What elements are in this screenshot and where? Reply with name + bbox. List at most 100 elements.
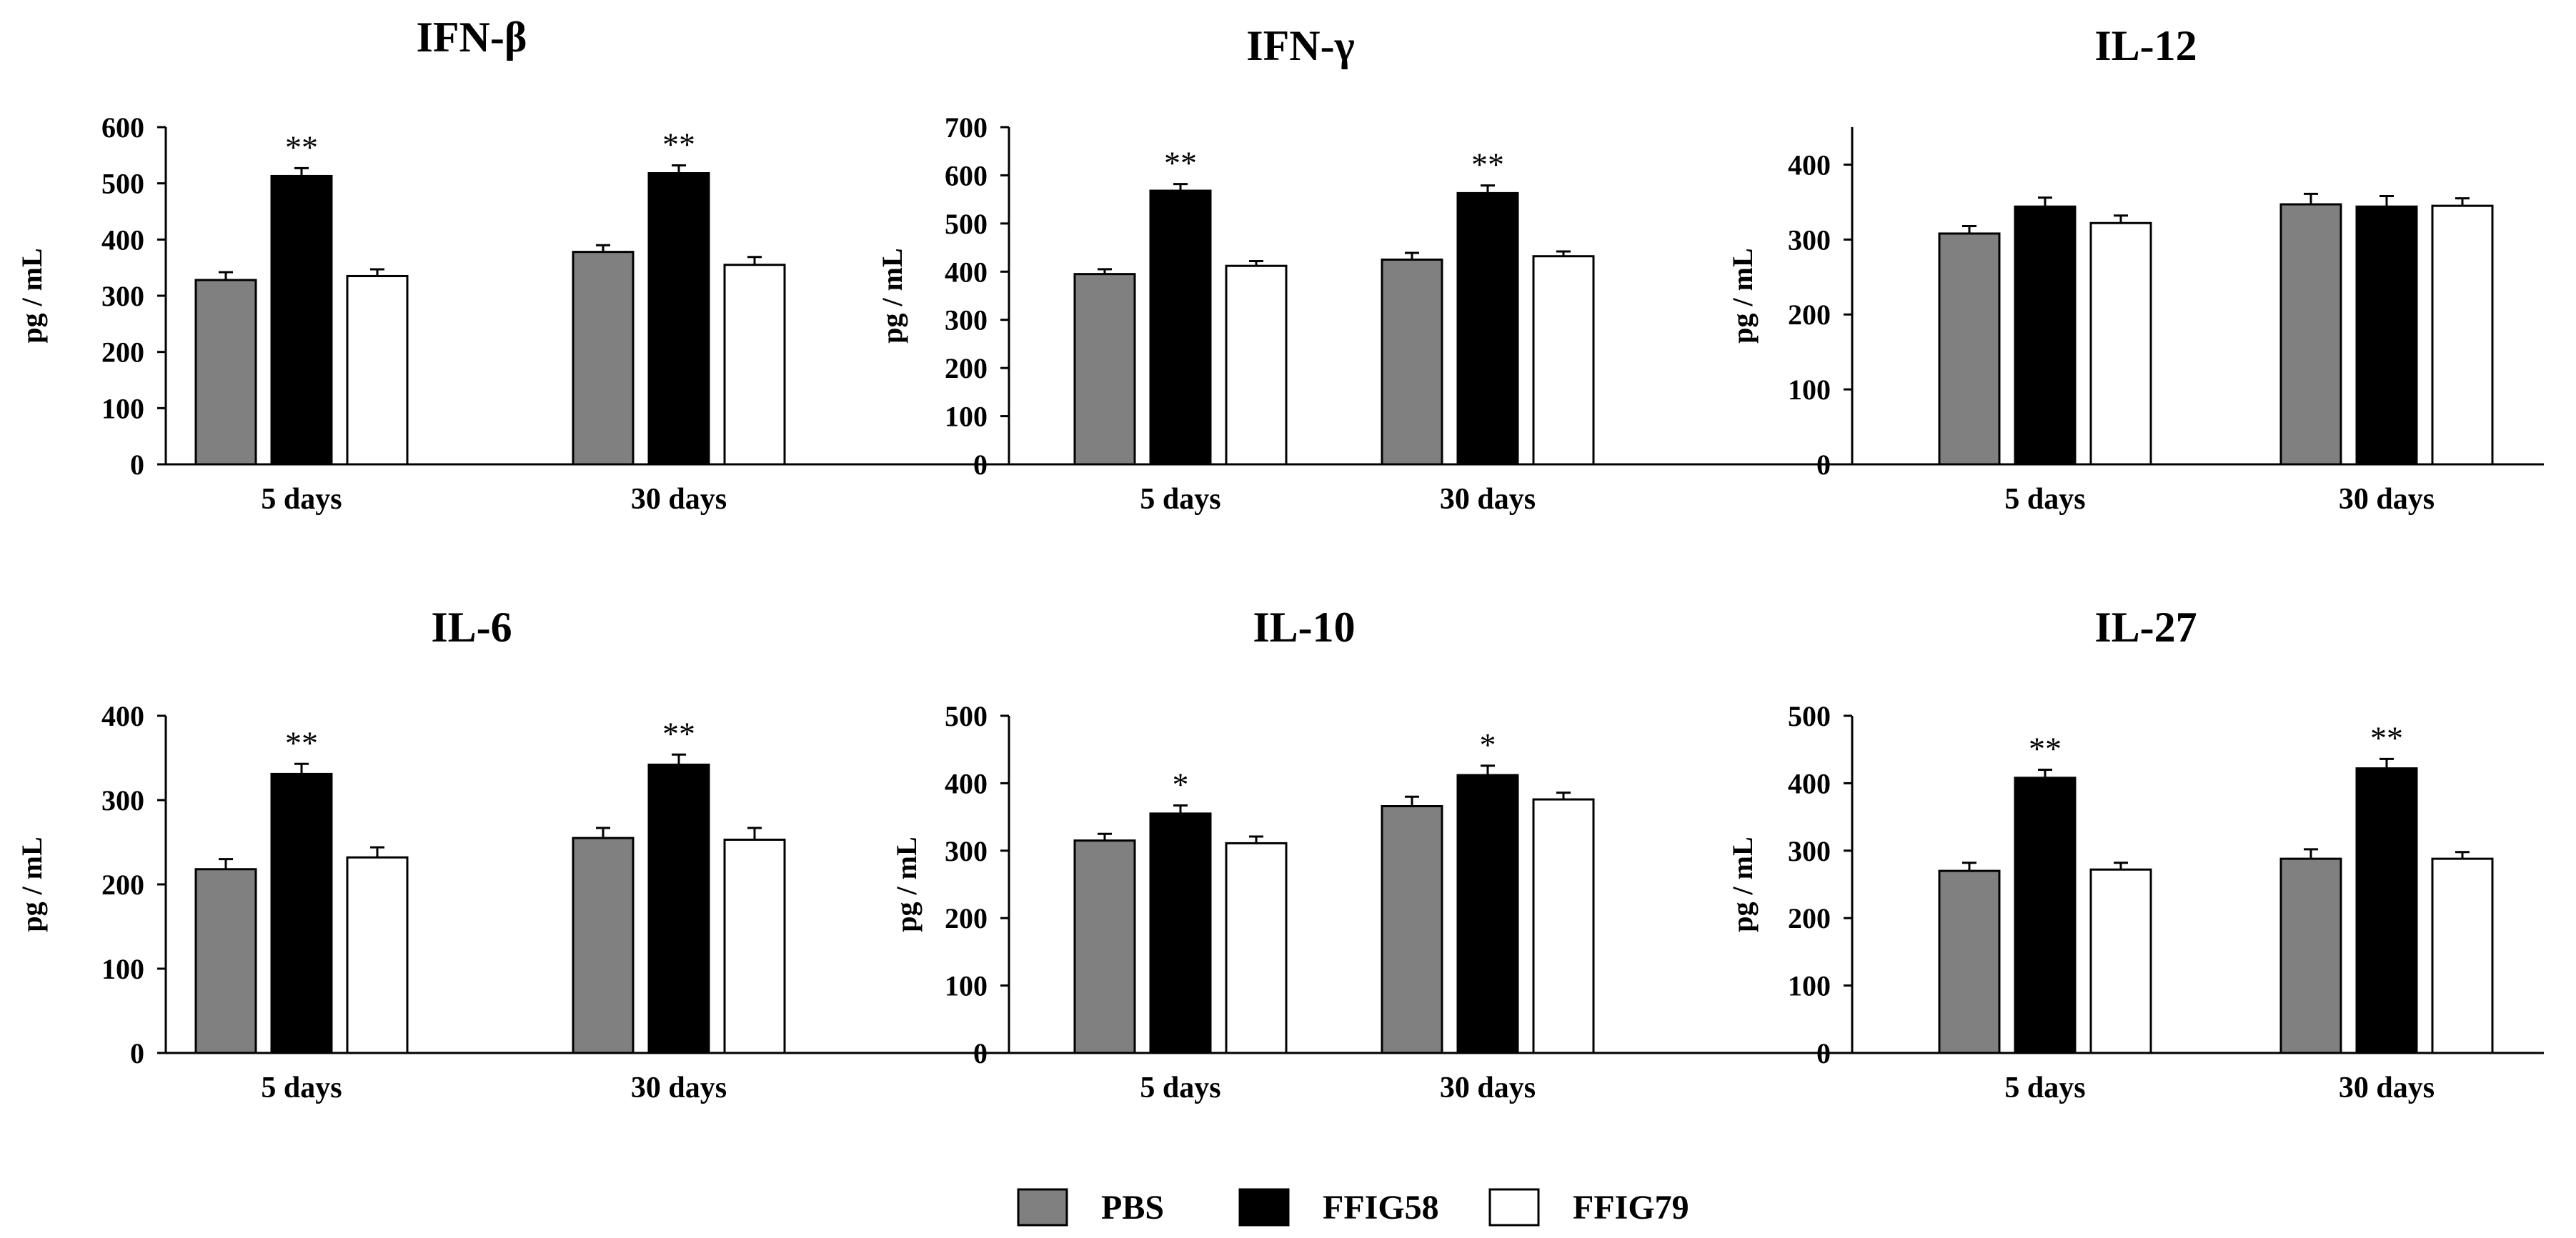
bar-ffig79-5-days xyxy=(346,274,409,466)
y-tick-label: 300 xyxy=(101,784,144,817)
x-category-label: 30 days xyxy=(631,483,727,516)
significance-marker: ** xyxy=(285,724,318,761)
bar-ffig79-5-days xyxy=(1225,842,1288,1054)
bar-pbs-30-days xyxy=(572,251,635,466)
bar-pbs-5-days xyxy=(1938,232,2001,466)
bar-ffig58-5-days xyxy=(2014,205,2077,466)
bar-ffig58-5-days xyxy=(1149,812,1212,1054)
y-tick-label: 300 xyxy=(945,304,988,336)
y-tick-label: 300 xyxy=(101,280,144,312)
y-axis-label: pg / mL xyxy=(16,837,48,932)
y-tick-label: 500 xyxy=(945,208,988,240)
x-category-label: 30 days xyxy=(1440,483,1536,516)
bar-ffig58-5-days xyxy=(270,772,333,1054)
y-tick-label: 100 xyxy=(101,392,144,424)
y-tick-label: 300 xyxy=(945,835,988,867)
panel-title: IFN-γ xyxy=(1246,22,1354,69)
legend-label-ffig79: FFIG79 xyxy=(1573,1189,1689,1227)
x-category-label: 5 days xyxy=(261,483,342,516)
x-category-label: 5 days xyxy=(1140,483,1220,516)
y-tick-label: 0 xyxy=(973,1037,988,1069)
bar-ffig58-30-days xyxy=(1456,191,1519,466)
y-tick-label: 200 xyxy=(945,352,988,384)
y-tick-label: 100 xyxy=(945,970,988,1002)
y-tick-label: 0 xyxy=(130,1037,144,1069)
bar-ffig58-30-days xyxy=(2355,767,2418,1054)
chart-panels: IFN-β pg / mL 0 100 200 300 400 500 600 5 days 30 … xyxy=(16,14,2544,1104)
bar-ffig58-30-days xyxy=(1456,774,1519,1054)
chart-panel-il-10: IL-10 pg / mL 0 100 200 300 400 500 5 days 30 day… xyxy=(890,604,1864,1104)
significance-marker: ** xyxy=(2029,731,2062,767)
bar-ffig58-5-days xyxy=(270,174,333,466)
legend-swatch-pbs xyxy=(1017,1188,1068,1227)
bar-ffig79-5-days xyxy=(2089,221,2152,466)
y-tick-label: 400 xyxy=(101,700,144,732)
bar-ffig79-30-days xyxy=(2431,204,2494,466)
significance-marker: ** xyxy=(285,129,318,165)
bar-ffig58-30-days xyxy=(647,763,710,1054)
y-tick-label: 100 xyxy=(945,401,988,433)
y-tick-label: 400 xyxy=(1788,149,1831,181)
bar-ffig79-5-days xyxy=(1225,264,1288,466)
legend-swatch-ffig79 xyxy=(1488,1188,1540,1227)
bar-pbs-30-days xyxy=(572,837,635,1054)
legend-label-pbs: PBS xyxy=(1101,1189,1164,1227)
significance-marker: ** xyxy=(1164,145,1197,181)
chart-panel-il-6: IL-6 pg / mL 0 100 200 300 400 5 days 30 days ** *… xyxy=(16,604,1020,1104)
y-tick-label: 300 xyxy=(1788,835,1831,867)
significance-marker: ** xyxy=(2370,719,2403,756)
y-tick-label: 200 xyxy=(945,902,988,934)
y-tick-label: 200 xyxy=(101,336,144,369)
x-category-label: 30 days xyxy=(631,1072,727,1104)
y-tick-label: 700 xyxy=(945,111,988,144)
y-tick-label: 200 xyxy=(1788,902,1831,934)
y-tick-label: 100 xyxy=(101,953,144,985)
chart-panel-il-12: IL-12 pg / mL 0 100 200 300 400 5 days 30 days xyxy=(1726,22,2544,516)
legend: PBS FFIG58 FFIG79 xyxy=(1017,1188,1689,1227)
x-category-label: 5 days xyxy=(1140,1072,1220,1104)
panel-title: IL-6 xyxy=(431,604,512,651)
bar-pbs-5-days xyxy=(1938,869,2001,1054)
significance-marker: * xyxy=(1480,727,1496,763)
x-category-label: 30 days xyxy=(1440,1072,1536,1104)
y-tick-label: 400 xyxy=(945,256,988,288)
chart-panel-ifn: IFN-γ pg / mL 0 100 200 300 400 500 600 700 5 days… xyxy=(876,22,1864,516)
y-axis-label: pg / mL xyxy=(16,248,48,343)
y-axis-label: pg / mL xyxy=(1726,248,1759,343)
x-category-label: 5 days xyxy=(2004,1072,2085,1104)
y-tick-label: 500 xyxy=(945,700,988,732)
chart-panel-il-27: IL-27 pg / mL 0 100 200 300 400 500 5 days 30 day… xyxy=(1726,604,2544,1104)
y-tick-label: 600 xyxy=(945,159,988,191)
bar-pbs-5-days xyxy=(1073,273,1136,466)
bar-ffig58-30-days xyxy=(2355,205,2418,466)
bar-ffig58-5-days xyxy=(1149,189,1212,466)
bar-pbs-30-days xyxy=(1381,804,1443,1054)
bar-pbs-30-days xyxy=(1381,258,1443,466)
bar-ffig79-30-days xyxy=(1532,798,1595,1054)
y-tick-label: 0 xyxy=(1816,449,1831,481)
chart-panel-ifn: IFN-β pg / mL 0 100 200 300 400 500 600 5 days 30 … xyxy=(16,14,1020,516)
bar-ffig58-5-days xyxy=(2014,777,2077,1054)
panel-title: IL-10 xyxy=(1253,604,1355,651)
x-category-label: 30 days xyxy=(2339,1072,2435,1104)
significance-marker: ** xyxy=(662,715,695,752)
bar-pbs-30-days xyxy=(2279,203,2342,466)
y-tick-label: 400 xyxy=(945,767,988,799)
y-tick-label: 500 xyxy=(101,168,144,200)
panel-title: IL-27 xyxy=(2094,604,2197,651)
y-tick-label: 200 xyxy=(101,869,144,901)
significance-marker: ** xyxy=(1471,146,1504,183)
significance-marker: ** xyxy=(662,126,695,162)
bar-ffig79-30-days xyxy=(2431,857,2494,1054)
x-category-label: 30 days xyxy=(2339,483,2435,516)
y-tick-label: 300 xyxy=(1788,224,1831,256)
y-tick-label: 0 xyxy=(130,449,144,481)
panel-title: IL-12 xyxy=(2094,22,2197,69)
y-tick-label: 400 xyxy=(101,224,144,256)
legend-label-ffig58: FFIG58 xyxy=(1323,1189,1439,1227)
y-tick-label: 600 xyxy=(101,111,144,144)
y-tick-label: 100 xyxy=(1788,374,1831,406)
y-tick-label: 200 xyxy=(1788,299,1831,331)
panel-title: IFN-β xyxy=(417,14,527,61)
